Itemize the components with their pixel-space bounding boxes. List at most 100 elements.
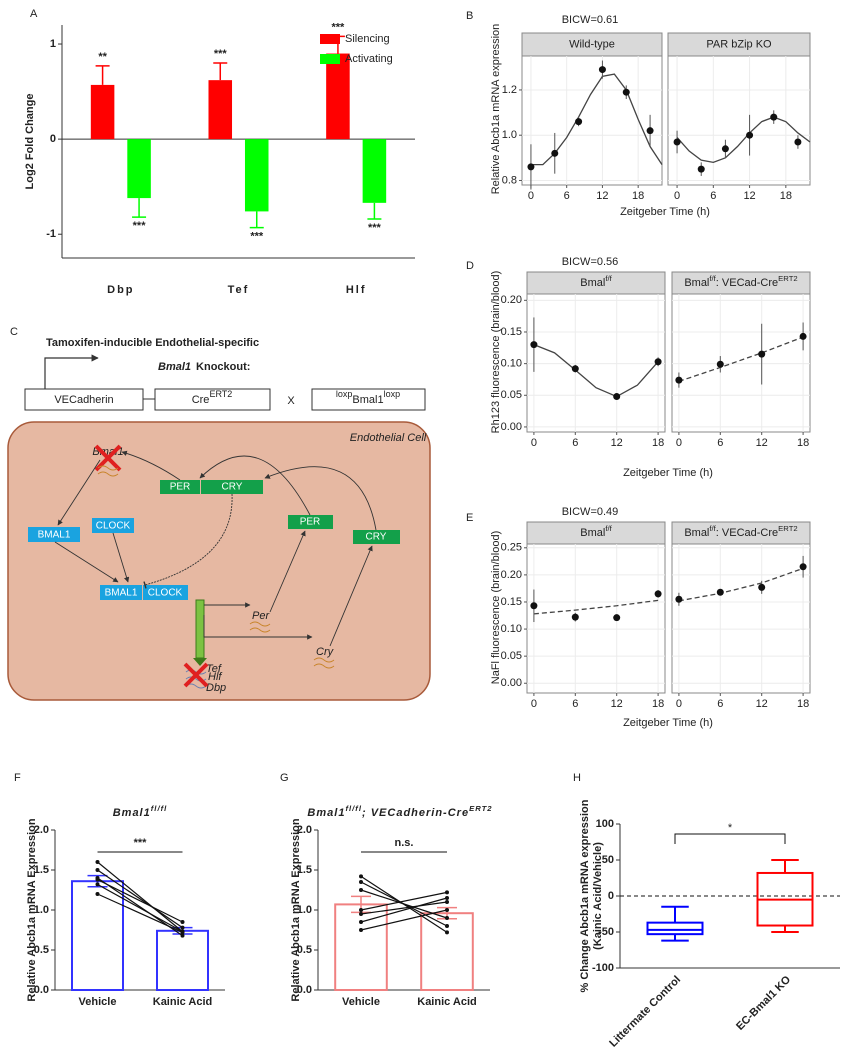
protein-box <box>160 480 200 494</box>
x-tick-label: 18 <box>652 698 664 710</box>
construct-box <box>311 388 426 411</box>
promoter-arrow <box>44 354 99 389</box>
panel-c: C Tamoxifen-inducible Endothelial-specif… <box>7 326 431 701</box>
cre: CreERT2 <box>192 389 233 406</box>
y-tick-label: 2.0 <box>34 824 49 836</box>
y-tick-label: 0.20 <box>501 294 522 306</box>
y-axis-label: % Change Abcb1a mRNA expression <box>579 799 591 992</box>
cell <box>7 421 431 701</box>
y-tick-label: 0.5 <box>34 944 49 956</box>
pair-point <box>445 896 449 900</box>
mrna <box>313 657 335 669</box>
y-tick-label: 0.00 <box>501 421 522 433</box>
y-tick-label: 0.10 <box>501 358 522 370</box>
x-tick-label: 0 <box>676 698 682 710</box>
protein-box <box>201 480 263 494</box>
chart-title-part: fl/fl <box>151 804 168 813</box>
significance: *** <box>214 48 228 60</box>
y-tick-label: 0.0 <box>297 984 312 996</box>
pair-point <box>95 892 100 896</box>
y-axis-label: Relative Abcb1a mRNA expression <box>490 24 502 195</box>
x-axis-label: Zeitgeber Time (h) <box>620 206 710 218</box>
pair-line <box>97 883 183 933</box>
point <box>571 365 579 373</box>
panel-letter: B <box>466 10 473 22</box>
error-bar <box>132 198 147 218</box>
facet-label-part: ERT2 <box>778 274 798 283</box>
mrna <box>249 621 271 633</box>
facet-label-part: Bmal <box>684 527 709 539</box>
point <box>654 590 662 598</box>
x-axis-label: Zeitgeber Time (h) <box>623 717 713 729</box>
y-axis-label: NaFl fluorescence (brain/blood) <box>490 531 502 684</box>
y-axis-label: (Kainic Acid/Vehicle) <box>592 842 604 950</box>
facet-label-part: Bmal <box>684 277 709 289</box>
significance: *** <box>368 222 382 234</box>
y-axis-label: Log2 Fold Change <box>24 94 36 190</box>
facet-label-part: f/f <box>709 524 716 533</box>
x-tick-label: 6 <box>564 190 570 202</box>
point <box>530 341 538 349</box>
facet-label-part: Bmal <box>580 527 605 539</box>
pair-point <box>180 930 185 935</box>
construct-box <box>154 388 271 411</box>
x-tick-label: 12 <box>743 190 755 202</box>
panel-letter: E <box>466 512 473 524</box>
node-label: BMAL1 <box>105 588 138 599</box>
x-tick-label: 6 <box>710 190 716 202</box>
pair-point <box>359 874 363 879</box>
transcription-arrow <box>193 658 207 666</box>
pair-line <box>97 861 183 933</box>
y-axis-label: Rh123 fluorescence (brain/blood) <box>490 271 502 434</box>
x-tick-label: 0 <box>676 437 682 449</box>
bar <box>362 139 387 203</box>
flox: loxpBmal1loxp <box>336 389 400 406</box>
bar <box>208 80 233 140</box>
x-tick-label: Hlf <box>346 284 367 296</box>
y-tick-label: 0.10 <box>501 623 522 635</box>
facet-label-part: f/f <box>605 274 612 283</box>
y-tick-label: 2.0 <box>297 824 312 836</box>
y-tick-label: 0.05 <box>501 389 522 401</box>
significance: *** <box>250 230 264 242</box>
chart-title-part: ; VECadherin-Cre <box>362 807 469 819</box>
pair-point <box>445 916 449 920</box>
error-bar <box>95 65 110 85</box>
panel-letter: H <box>573 772 581 784</box>
chart-title-part: ERT2 <box>469 804 493 813</box>
diagram-title: Tamoxifen-inducible Endothelial-specific <box>46 337 259 349</box>
y-axis-label: Relative Abcb1a mRNA Expression <box>290 818 302 1001</box>
gene-label: Cry <box>316 646 335 658</box>
y-tick-label: 0.0 <box>34 984 49 996</box>
pair-point <box>95 882 100 887</box>
x-axis-label: Zeitgeber Time (h) <box>623 467 713 479</box>
pair-point <box>95 868 100 872</box>
bar <box>334 903 388 992</box>
flox-post: loxp <box>384 389 401 399</box>
cre-text: Cre <box>192 394 210 406</box>
node-label: BMAL1 <box>38 530 71 541</box>
point <box>575 118 583 126</box>
fit-line <box>533 599 659 615</box>
bar <box>127 139 151 199</box>
node-label: CLOCK <box>96 521 131 532</box>
x-tick-label: Vehicle <box>342 996 380 1008</box>
legend-label: Silencing <box>345 33 390 45</box>
panel-letter: C <box>10 326 18 338</box>
protein-box <box>100 585 142 600</box>
x-tick-label: Tef <box>228 284 250 296</box>
plot-area <box>667 55 811 186</box>
pair-point <box>95 860 100 864</box>
error-bar <box>249 211 264 229</box>
bar <box>326 53 350 140</box>
fit-line <box>678 567 804 602</box>
fit-line <box>533 344 659 398</box>
y-tick-label: 0.15 <box>501 326 522 338</box>
x-tick-label: 18 <box>632 190 644 202</box>
y-tick-label: 1.0 <box>34 904 49 916</box>
cross: X <box>287 395 295 407</box>
y-tick-label: 0.8 <box>502 174 517 186</box>
y-axis-label: Relative Abcb1a mRNA Expression <box>26 818 38 1001</box>
significance: n.s. <box>395 837 414 849</box>
